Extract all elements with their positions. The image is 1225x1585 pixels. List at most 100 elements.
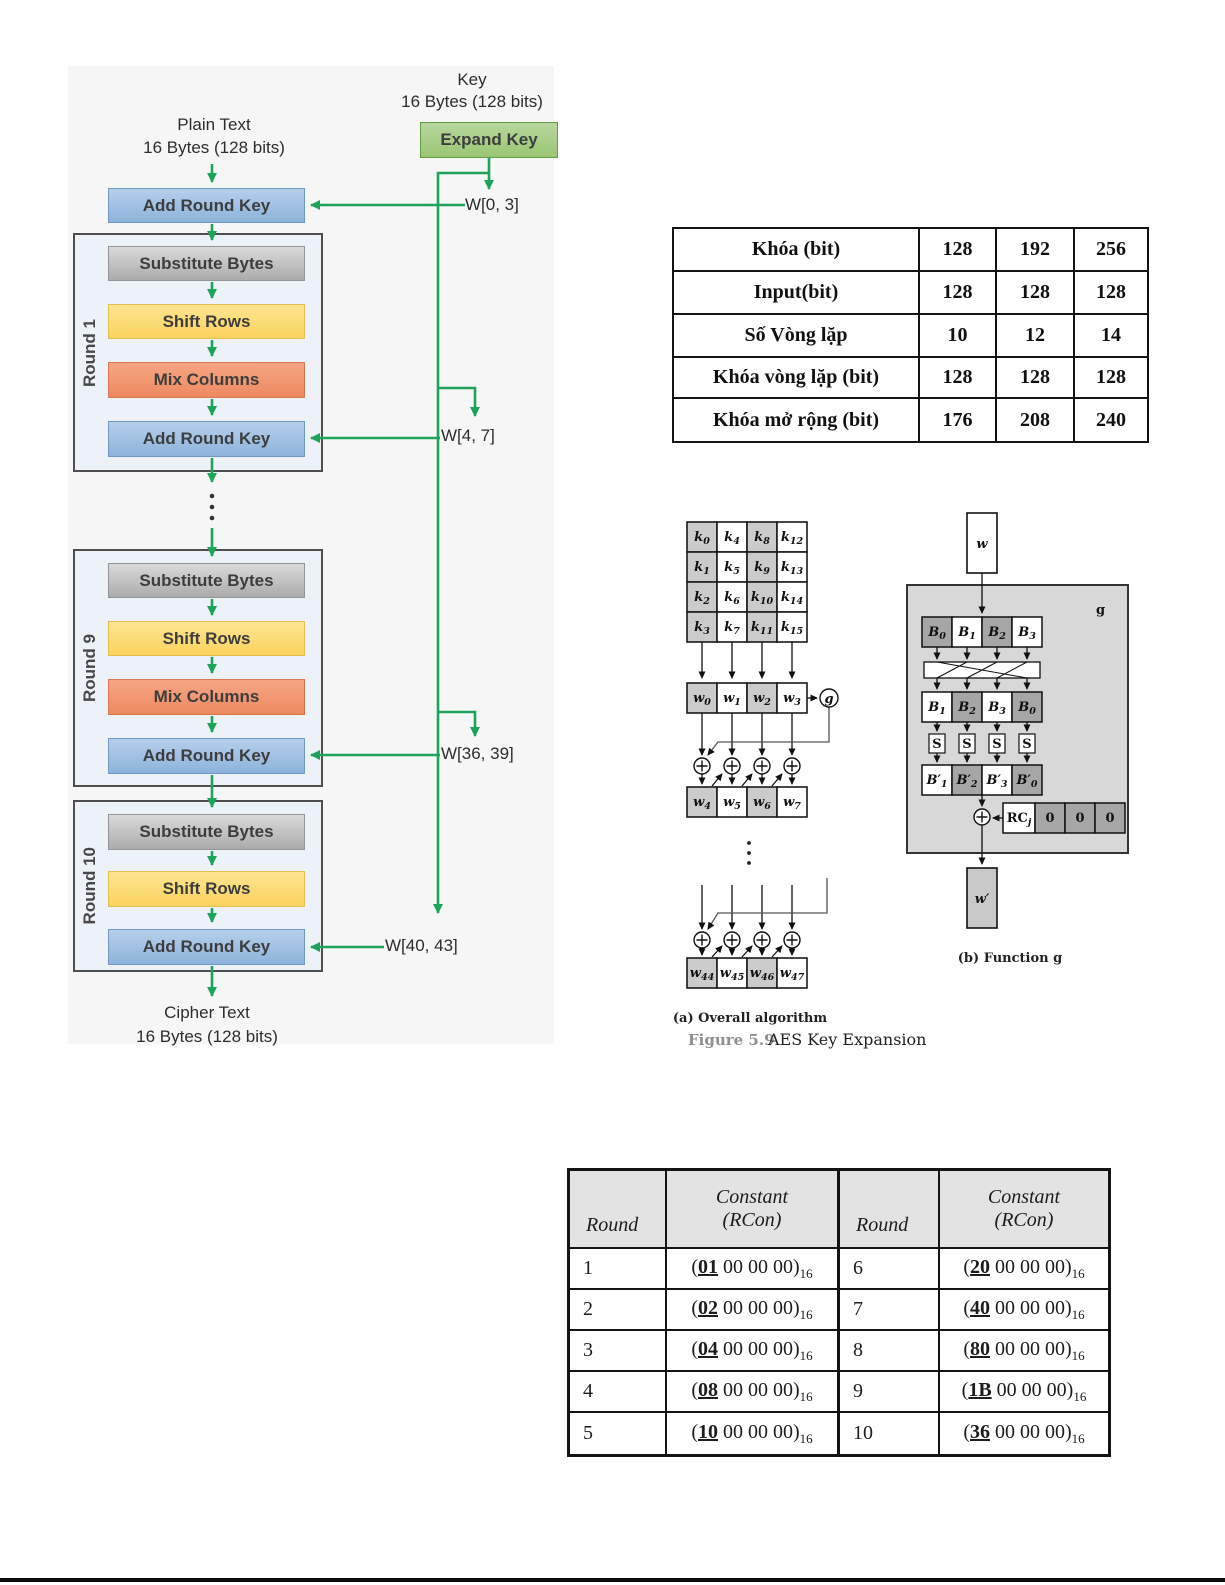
svg-text:w7: w7 [783,795,801,812]
svg-text:S: S [932,737,941,752]
svg-text:B′1: B′1 [925,773,947,790]
svg-text:k5: k5 [724,560,740,577]
svg-text:k1: k1 [694,560,710,577]
svg-text:k11: k11 [751,620,773,637]
w0-3-label: W[0, 3] [465,195,519,214]
svg-text:w2: w2 [753,691,771,708]
svg-text:k10: k10 [751,590,774,607]
w44-row [686,957,808,989]
svg-text:B0: B0 [1017,700,1036,717]
svg-text:w′: w′ [975,892,990,907]
rcon-row: 5 (10 00 00 00)16 10 (36 00 00 00)16 [567,1411,1111,1457]
ciphertext-subtitle: 16 Bytes (128 bits) [136,1027,278,1046]
svg-text:B2: B2 [957,700,976,717]
ciphertext-title: Cipher Text [164,1003,250,1022]
round-1-label: Round 1 [80,318,99,387]
key-expansion-figure-a: k0 k4 k8 k12 k1 k5 k9 k13 k2 k6 k10 k14 … [673,521,926,1049]
b-row-1 [921,616,1043,648]
rcon-row: 4 (08 00 00 00)16 9 (1B 00 00 00)16 [567,1370,1111,1413]
svg-text:S: S [992,737,1001,752]
caption-function-g: (b) Function g [958,951,1062,966]
rcon-table: Round Constant (RCon) Round Constant (RCon… [567,1168,1111,1457]
rcon-row: 3 (04 00 00 00)16 8 (80 00 00 00)16 [567,1329,1111,1372]
svg-text:w5: w5 [723,795,741,812]
k-matrix-labels: k0 k4 k8 k12 k1 k5 k9 k13 k2 k6 k10 k14 … [694,530,803,637]
g-function-container [906,584,1129,854]
w44-row-labels: w44 w45 w46 w47 [690,966,805,983]
svg-text:w44: w44 [690,966,714,983]
plaintext-title: Plain Text [177,115,251,134]
round9-add-round-key: Add Round Key [108,738,305,774]
g-circle: g [819,688,839,708]
w-input-box: w [966,512,998,574]
plaintext-subtitle: 16 Bytes (128 bits) [143,138,285,157]
svg-text:k15: k15 [781,620,804,637]
table-row: Khóa vòng lặp (bit) 128 128 128 [672,356,1149,399]
round1-add-round-key: Add Round Key [108,421,305,457]
figure-number: Figure 5.9 [688,1031,775,1049]
k-matrix [686,521,808,643]
xor-row-2 [693,931,801,949]
svg-text:w46: w46 [750,966,775,983]
svg-text:0: 0 [1045,811,1054,826]
svg-text:k9: k9 [754,560,770,577]
svg-text:S: S [1022,737,1031,752]
svg-text:k8: k8 [754,530,770,547]
round1-substitute-bytes: Substitute Bytes [108,246,305,281]
svg-text:w6: w6 [753,795,771,812]
round-9-label: Round 9 [80,634,99,702]
svg-text:w: w [976,537,988,552]
round-10-label: Round 10 [80,847,99,925]
figure-title: AES Key Expansion [767,1030,926,1049]
b-row-2 [921,691,1043,723]
svg-text:w47: w47 [780,966,805,983]
table-row: Khóa mở rộng (bit) 176 208 240 [672,397,1149,443]
svg-text:k0: k0 [694,530,710,547]
table-row: Input(bit) 128 128 128 [672,270,1149,315]
rcon-row: RCj 0 0 0 [1002,802,1126,834]
w4-row [686,786,808,818]
svg-text:B0: B0 [927,625,946,642]
svg-text:B1: B1 [927,700,946,717]
fig-b-arrows [933,573,1031,865]
svg-text:RCj: RCj [1007,811,1032,828]
w40-43-label: W[40, 43] [385,936,458,955]
g-label: g [1096,603,1105,618]
svg-text:B3: B3 [1017,625,1036,642]
svg-text:w0: w0 [693,691,711,708]
b-prime-row-labels: B′1 B′2 B′3 B′0 [925,773,1037,790]
key-subtitle: 16 Bytes (128 bits) [401,92,543,111]
w36-39-label: W[36, 39] [441,744,514,763]
svg-text:B3: B3 [987,700,1006,717]
svg-text:w4: w4 [693,795,711,812]
round10-shift-rows: Shift Rows [108,871,305,907]
round10-substitute-bytes: Substitute Bytes [108,814,305,850]
svg-text:k6: k6 [724,590,740,607]
round10-add-round-key: Add Round Key [108,929,305,965]
svg-text:k4: k4 [724,530,740,547]
round1-mix-columns: Mix Columns [108,362,305,398]
rcon-row: 2 (02 00 00 00)16 7 (40 00 00 00)16 [567,1288,1111,1331]
b-row-1-labels: B0 B1 B2 B3 [927,625,1036,642]
svg-text:B′2: B′2 [955,773,977,790]
svg-text:B′0: B′0 [1015,773,1037,790]
key-expansion-figure-b: w g B0 B1 B2 B3 [906,512,1129,966]
svg-text:w1: w1 [723,691,741,708]
caption-overall-algorithm: (a) Overall algorithm [673,1011,827,1026]
b-prime-row [921,764,1043,796]
xor-rcon [973,808,991,826]
svg-text:k2: k2 [694,590,710,607]
w4-row-labels: w4 w5 w6 w7 [693,795,801,812]
rcon-row: 1 (01 00 00 00)16 6 (20 00 00 00)16 [567,1247,1111,1290]
svg-text:B1: B1 [957,625,976,642]
add-round-key-initial: Add Round Key [108,188,305,223]
svg-text:k3: k3 [694,620,710,637]
round9-substitute-bytes: Substitute Bytes [108,563,305,598]
w-output-box: w′ [966,867,998,929]
svg-text:S: S [962,737,971,752]
fig-a-arrows [698,642,830,958]
fig-a-dots [747,841,751,865]
table-row: Khóa (bit) 128 192 256 [672,227,1149,272]
xor-row-1 [693,757,801,775]
